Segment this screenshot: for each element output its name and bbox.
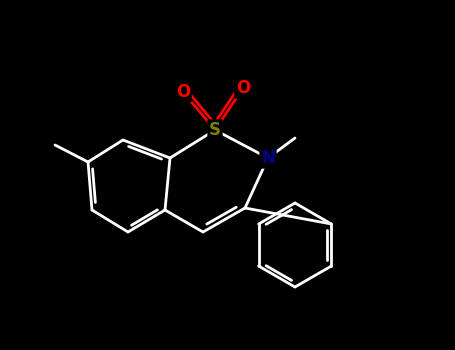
Text: O: O	[176, 83, 190, 101]
Text: S: S	[209, 121, 221, 139]
Text: N: N	[261, 149, 275, 167]
Text: O: O	[236, 79, 250, 97]
